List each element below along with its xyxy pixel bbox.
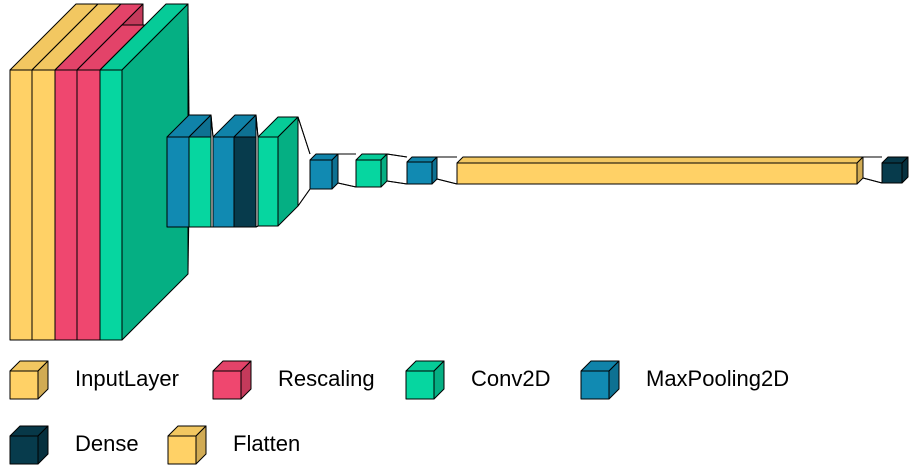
box-front (309, 159, 333, 190)
box-front (405, 370, 435, 400)
layer-block-flatten (456, 156, 864, 185)
connector-line (862, 177, 883, 184)
connector-line (297, 188, 311, 207)
box-side (277, 116, 299, 227)
box-front (580, 370, 610, 400)
layer-block-dense (233, 136, 257, 228)
box-side (431, 156, 438, 185)
box-front (212, 370, 242, 400)
legend-swatch-conv2d (405, 360, 445, 400)
legend-label: InputLayer (75, 366, 179, 391)
legend: InputLayer Rescaling Conv2D MaxPooling2D Den… (9, 360, 789, 465)
box-side (331, 153, 339, 190)
layer-stack (9, 3, 909, 341)
layer-block-conv2d (188, 136, 212, 228)
layer-block-conv2d (355, 153, 388, 188)
legend-swatch-dense (9, 425, 49, 465)
box-front (9, 69, 33, 341)
layer-block-maxpooling2d (406, 156, 438, 185)
box-front (76, 69, 101, 341)
connector-line (436, 178, 458, 185)
legend-label: MaxPooling2D (646, 366, 789, 391)
legend-swatch-inputlayer (9, 360, 49, 400)
connector-line (297, 116, 311, 155)
box-front (9, 370, 39, 400)
box-front (355, 159, 382, 188)
box-front (881, 162, 903, 184)
legend-item: Flatten (167, 425, 300, 465)
box-front (31, 69, 56, 341)
layer-block-maxpooling2d (309, 153, 339, 190)
box-side (380, 153, 388, 188)
legend-item: MaxPooling2D (580, 360, 789, 400)
legend-item: Dense (9, 425, 139, 465)
layer-block-dense (881, 156, 909, 184)
box-front (212, 136, 235, 228)
box-front (99, 69, 123, 341)
legend-item: InputLayer (9, 360, 179, 400)
box-front (188, 136, 212, 228)
box-front (257, 136, 279, 227)
legend-swatch-maxpooling2d (580, 360, 620, 400)
layer-block-conv2d (257, 116, 299, 227)
connector-line (386, 180, 408, 185)
box-front (167, 435, 197, 465)
box-front (406, 161, 433, 185)
box-front (166, 136, 190, 228)
box-front (233, 136, 257, 228)
box-front (456, 162, 858, 185)
box-front (54, 69, 78, 341)
layer-block-conv2d (99, 3, 189, 341)
legend-item: Conv2D (405, 360, 550, 400)
legend-label: Rescaling (278, 366, 375, 391)
legend-item: Rescaling (212, 360, 375, 400)
legend-swatch-rescaling (212, 360, 252, 400)
legend-label: Flatten (233, 431, 300, 456)
connector-line (337, 182, 357, 188)
legend-label: Conv2D (471, 366, 550, 391)
legend-swatch-flatten (167, 425, 207, 465)
box-front (9, 435, 39, 465)
box-top (456, 156, 864, 164)
legend-label: Dense (75, 431, 139, 456)
connector-line (386, 153, 408, 158)
